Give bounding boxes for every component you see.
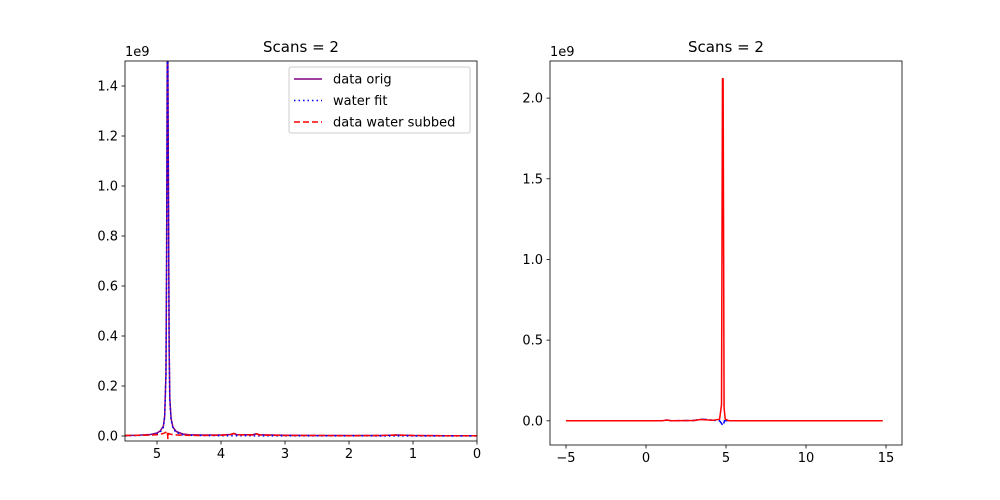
y-tick-label: 2.0 <box>522 92 543 107</box>
y-offset-text: 1e9 <box>550 45 575 60</box>
legend-label: data water subbed <box>333 116 455 131</box>
x-tick-label: 1 <box>409 447 417 462</box>
x-tick-label: 5 <box>153 447 161 462</box>
legend: data orig water fit data water subbed <box>288 66 471 134</box>
series-line-2 <box>566 78 883 422</box>
chart-2: −5 0 5 10 15 0.0 0.5 1.0 1.5 2.0 Scans = 2 1e9 <box>522 38 903 466</box>
x-tick-label: 0 <box>473 447 481 462</box>
chart-1: 5 4 3 2 1 0 0.0 0.2 0.4 0.6 0.8 1.0 1.2 1.4 Scans = 2 1… <box>97 38 481 462</box>
x-tick-label: 10 <box>798 451 815 466</box>
y-tick-label: 1.4 <box>97 80 118 95</box>
chart-title: Scans = 2 <box>688 38 764 56</box>
series-group <box>125 61 477 440</box>
x-tick-label: 15 <box>878 451 895 466</box>
y-tick-label: 1.0 <box>522 253 543 268</box>
y-tick-label: 1.5 <box>522 172 543 187</box>
y-tick-label: 0.8 <box>97 230 118 245</box>
y-tick-label: 1.2 <box>97 130 118 145</box>
x-tick-label: 2 <box>345 447 353 462</box>
series-group <box>566 78 883 427</box>
y-tick-label: 0.0 <box>522 414 543 429</box>
y-tick-label: 0.4 <box>97 330 118 345</box>
y-offset-text: 1e9 <box>125 45 150 60</box>
y-tick-label: 0.5 <box>522 334 543 349</box>
plot-frame <box>124 60 478 442</box>
series-line-2 <box>125 61 477 437</box>
y-tick-label: 0.0 <box>97 430 118 445</box>
x-tick-label: 0 <box>642 451 650 466</box>
y-tick-label: 1.0 <box>97 180 118 195</box>
x-tick-label: 4 <box>217 447 225 462</box>
y-tick-label: 0.2 <box>97 380 118 395</box>
x-tick-label: −5 <box>556 451 575 466</box>
legend-label: water fit <box>333 94 387 109</box>
y-tick-label: 0.6 <box>97 280 118 295</box>
chart-title: Scans = 2 <box>263 38 339 56</box>
x-tick-label: 5 <box>722 451 730 466</box>
legend-box <box>288 66 471 134</box>
series-line-3 <box>125 430 477 440</box>
legend-label: data orig <box>333 73 392 88</box>
x-tick-label: 3 <box>281 447 289 462</box>
